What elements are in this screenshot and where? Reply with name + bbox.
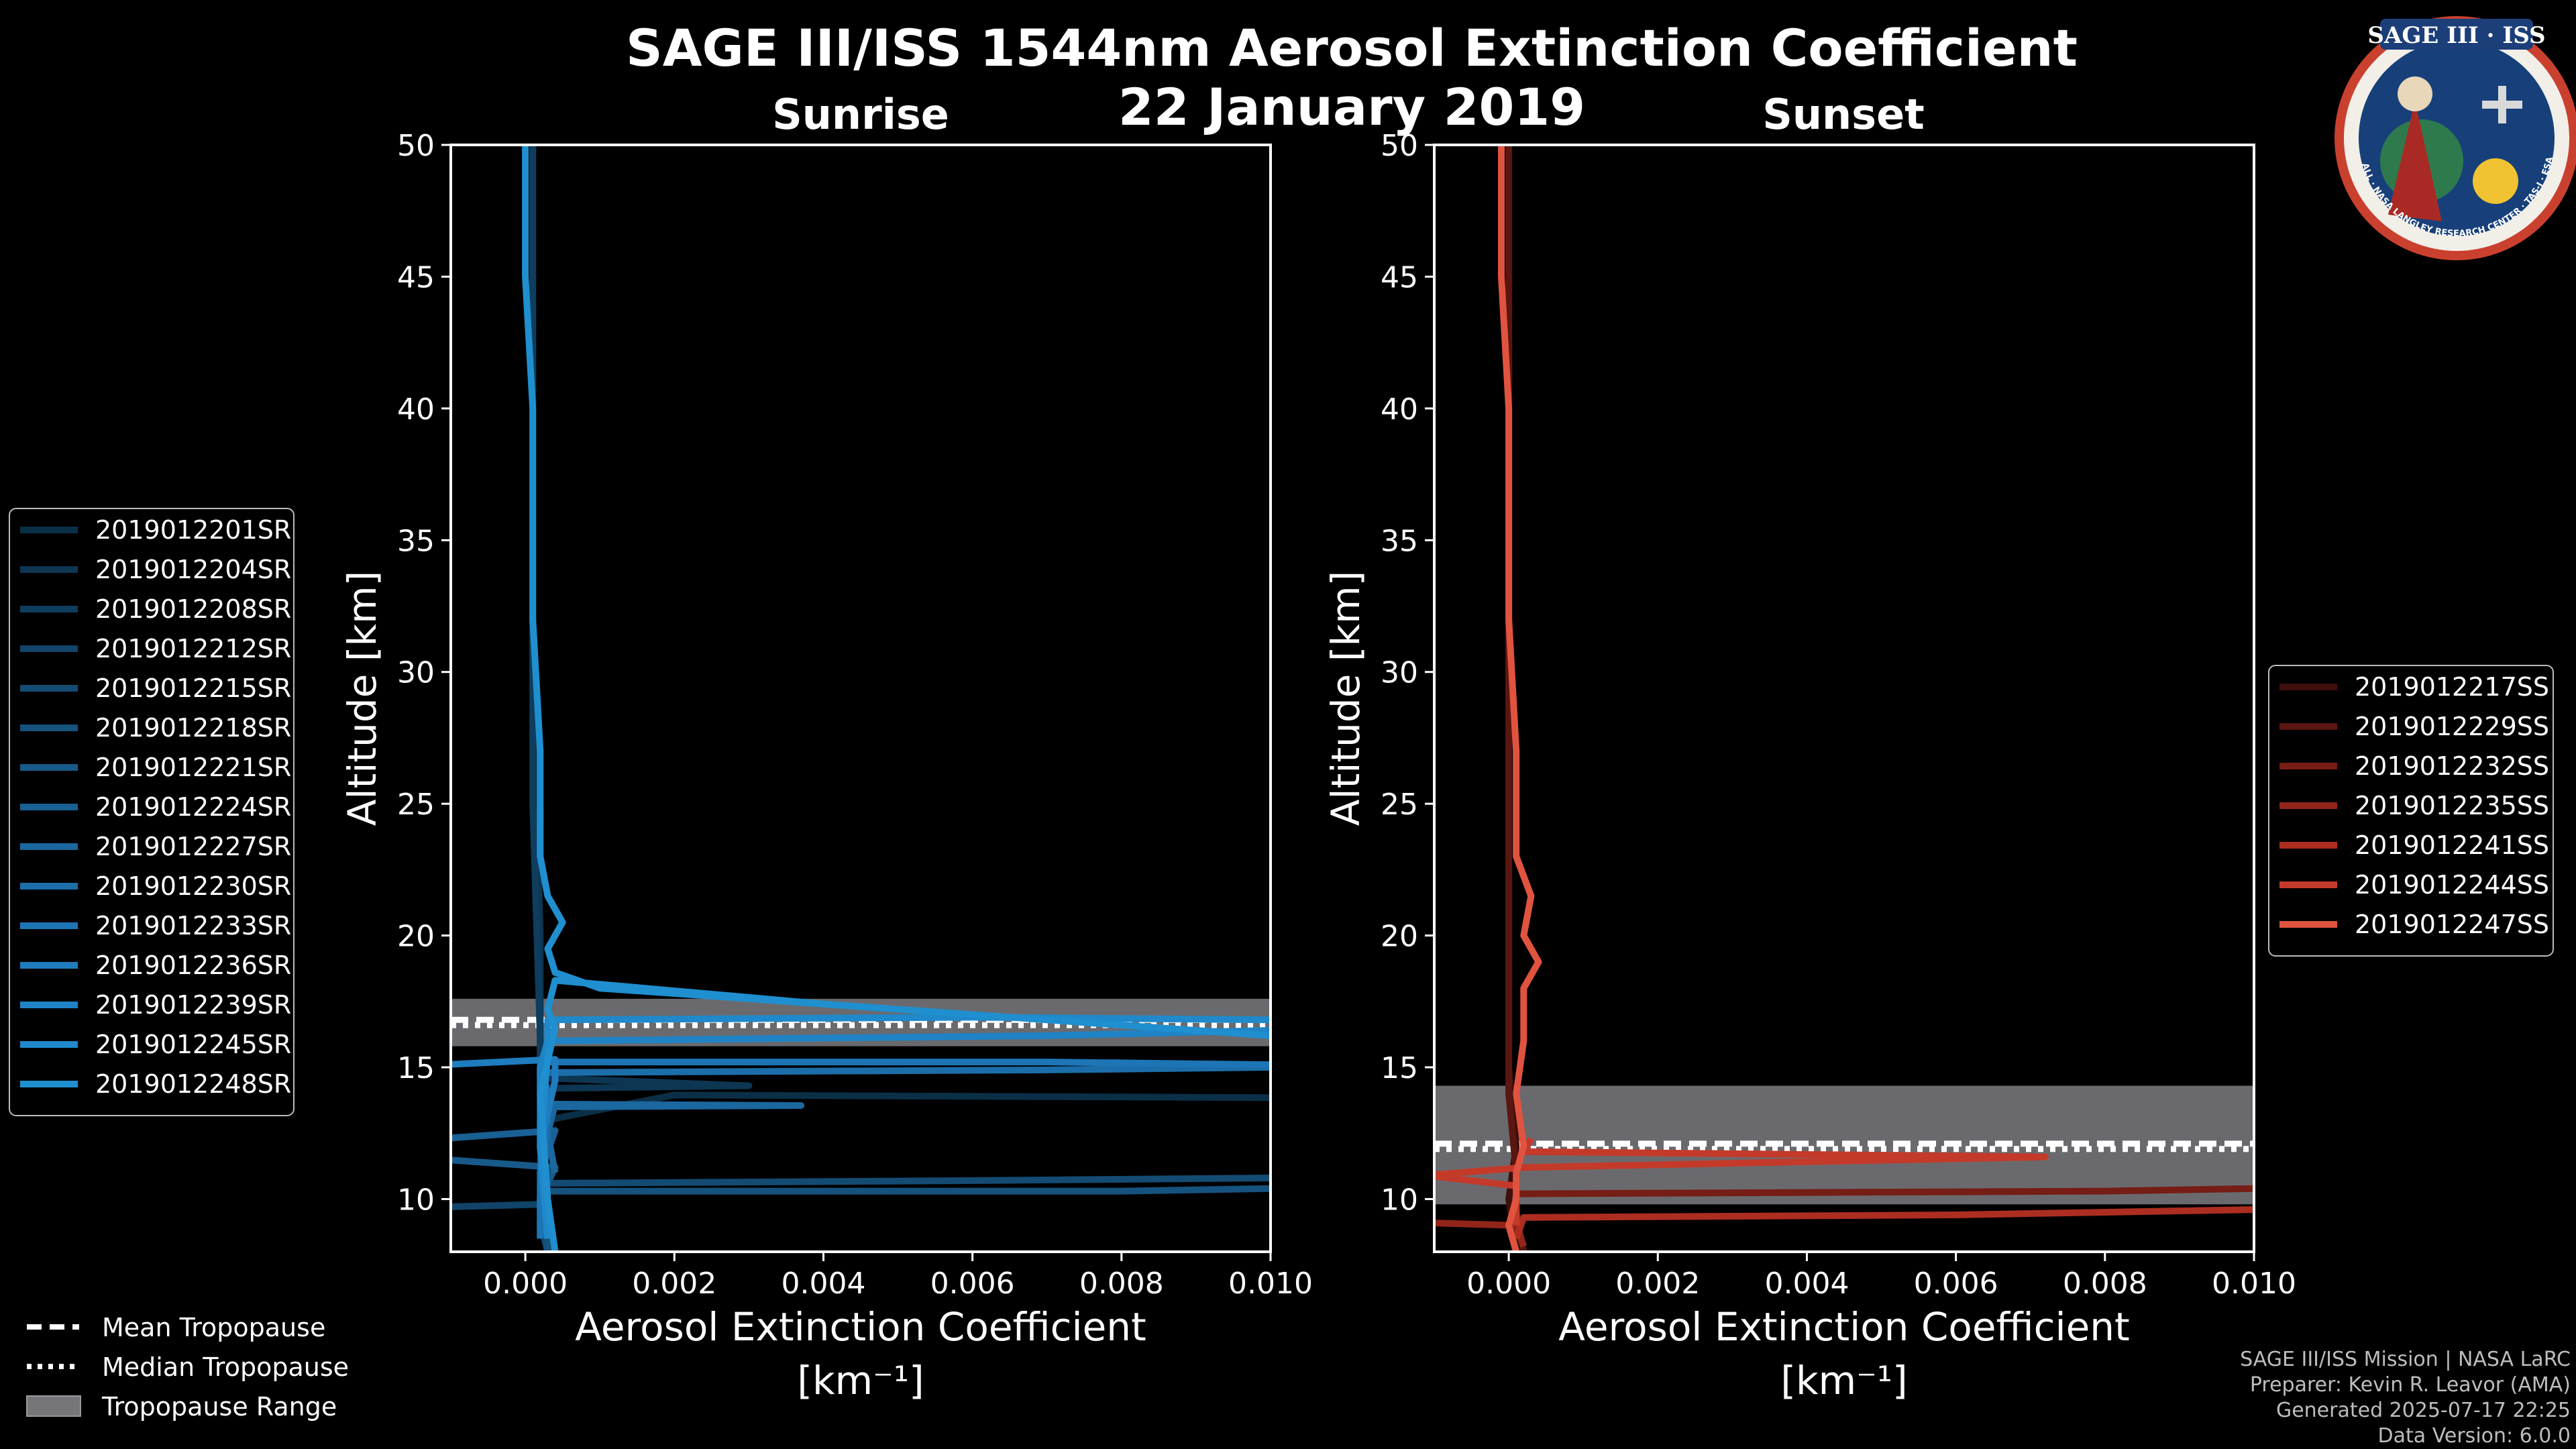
sunset-x-tick-label: 0.000: [1466, 1267, 1551, 1301]
sunset-legend-label: 2019012217SS: [2355, 672, 2549, 702]
sunset-x-tick-label: 0.002: [1615, 1267, 1700, 1301]
sunrise-profile-2019012248SR: [522, 145, 1271, 1252]
sunrise-legend-label: 2019012239SR: [95, 990, 291, 1020]
sunrise-chart: 10 15 20 25 30 35 40 45 50 0.000 0.002 0.004 0.006 0.…: [339, 129, 1313, 1403]
sunset-y-tick-label: 25: [1381, 788, 1418, 822]
sunset-legend-label: 2019012241SS: [2355, 830, 2549, 860]
sunset-profiles: [1434, 145, 2254, 1252]
sunset-y-tick-label: 20: [1381, 920, 1418, 954]
sunrise-x-tick-label: 0.002: [632, 1267, 716, 1301]
sunrise-legend-label: 2019012245SR: [95, 1030, 291, 1059]
sunset-y-tick-label: 15: [1381, 1051, 1418, 1085]
sunset-legend-label: 2019012232SS: [2355, 751, 2549, 781]
tropopause-range-label: Tropopause Range: [101, 1392, 337, 1421]
sunset-legend-frame: [2268, 665, 2554, 957]
sunset-tropopause-range: [1434, 1085, 2254, 1205]
figure-date: 22 January 2019: [1118, 77, 1585, 137]
sunrise-y-tick-label: 25: [397, 788, 435, 822]
figure-title: SAGE III/ISS 1544nm Aerosol Extinction C…: [626, 18, 2078, 78]
footer-line-3: Generated 2025-07-17 22:25: [2276, 1399, 2571, 1422]
sunrise-y-tick-label: 45: [397, 260, 435, 294]
sunrise-y-tick-label: 50: [397, 129, 435, 163]
sunset-plot-area: [1434, 145, 2254, 1252]
sunrise-panel-title: Sunrise: [772, 90, 949, 139]
sunset-x-tick-label: 0.004: [1764, 1267, 1849, 1301]
sunrise-legend-label: 2019012218SR: [95, 713, 291, 743]
sunset-x-axis-unit: [km⁻¹]: [1780, 1358, 1907, 1403]
sunrise-legend-label: 2019012248SR: [95, 1069, 291, 1099]
sunset-legend-label: 2019012247SS: [2355, 910, 2549, 939]
sunrise-x-tick-label: 0.008: [1079, 1267, 1164, 1301]
sunset-legend-label: 2019012244SS: [2355, 870, 2549, 900]
sunrise-legend-label: 2019012201SR: [95, 515, 291, 545]
footer-credits: SAGE III/ISS Mission | NASA LaRC Prepare…: [2240, 1348, 2571, 1448]
footer-line-4: Data Version: 6.0.0: [2378, 1424, 2571, 1448]
sunset-x-tick-label: 0.006: [1914, 1267, 1998, 1301]
sunset-x-tick-label: 0.010: [2212, 1267, 2296, 1301]
sunset-y-tick-label: 10: [1381, 1183, 1418, 1217]
sunset-y-tick-label: 40: [1381, 392, 1418, 427]
sunrise-profile-2019012227SR: [544, 1101, 805, 1174]
sunrise-legend-label: 2019012227SR: [95, 832, 291, 861]
logo-text: SAGE III · ISS: [2367, 22, 2545, 49]
sunset-y-tick-label: 35: [1381, 524, 1418, 558]
sunrise-legend-label: 2019012215SR: [95, 674, 291, 703]
sunrise-profiles: [451, 145, 1271, 1252]
sunrise-x-tick-label: 0.010: [1228, 1267, 1313, 1301]
sunrise-legend-label: 2019012208SR: [95, 594, 291, 624]
sunrise-legend-label: 2019012224SR: [95, 792, 291, 822]
sunset-y-tick-label: 50: [1381, 129, 1418, 163]
footer-line-2: Preparer: Kevin R. Leavor (AMA): [2250, 1373, 2571, 1397]
sunrise-legend-label: 2019012221SR: [95, 753, 291, 782]
sunrise-y-tick-label: 35: [397, 524, 435, 558]
median-tropopause-label: Median Tropopause: [102, 1352, 349, 1382]
sunrise-x-axis-label: Aerosol Extinction Coefficient: [575, 1304, 1146, 1350]
sunrise-legend-label: 2019012236SR: [95, 951, 291, 980]
sunrise-y-tick-label: 20: [397, 920, 435, 954]
sunrise-legend: 2019012201SR 2019012204SR 2019012208SR 2019…: [9, 508, 294, 1116]
sunrise-y-tick-label: 30: [397, 656, 435, 690]
sunset-y-tick-label: 30: [1381, 656, 1418, 690]
sunrise-x-tick-label: 0.006: [930, 1267, 1015, 1301]
sunrise-y-tick-label: 10: [397, 1183, 435, 1217]
sunset-plot-frame: [1433, 144, 2255, 1253]
sunset-legend-label: 2019012229SS: [2355, 712, 2549, 741]
sunrise-y-axis-label: Altitude [km]: [339, 571, 385, 826]
sunrise-legend-frame: [9, 508, 294, 1116]
sunset-x-axis-label: Aerosol Extinction Coefficient: [1558, 1304, 2130, 1350]
sunrise-x-tick-label: 0.004: [781, 1267, 865, 1301]
sunset-profile-2019012241SS: [1513, 1206, 2254, 1240]
sunrise-y-tick-label: 40: [397, 392, 435, 427]
mean-tropopause-label: Mean Tropopause: [102, 1313, 325, 1342]
sunset-legend: 2019012217SS 2019012229SS 2019012232SS 2019…: [2268, 665, 2554, 957]
sunrise-legend-label: 2019012204SR: [95, 555, 291, 584]
sunrise-y-tick-label: 15: [397, 1051, 435, 1085]
sunset-profile-2019012247SS: [1498, 145, 1542, 1252]
sunset-chart: 10 15 20 25 30 35 40 45 50 0.000 0.002 0.004 0.006 0.…: [1323, 129, 2296, 1403]
sunrise-legend-label: 2019012230SR: [95, 871, 291, 901]
tropopause-legend: Mean Tropopause Median Tropopause Tropop…: [26, 1313, 349, 1421]
sunset-panel-title: Sunset: [1762, 90, 1925, 139]
sunrise-legend-label: 2019012212SR: [95, 634, 291, 663]
tropopause-range-swatch: [26, 1395, 81, 1417]
sunrise-x-tick-label: 0.000: [483, 1267, 568, 1301]
sunrise-plot-frame: [449, 144, 1272, 1253]
sunset-legend-label: 2019012235SS: [2355, 791, 2549, 820]
sunset-y-tick-label: 45: [1381, 260, 1418, 294]
footer-line-1: SAGE III/ISS Mission | NASA LaRC: [2240, 1348, 2571, 1371]
sunset-x-tick-label: 0.008: [2063, 1267, 2147, 1301]
sunset-y-axis-label: Altitude [km]: [1323, 571, 1368, 826]
sunrise-x-axis-unit: [km⁻¹]: [797, 1358, 924, 1403]
sunrise-legend-label: 2019012233SR: [95, 911, 291, 941]
